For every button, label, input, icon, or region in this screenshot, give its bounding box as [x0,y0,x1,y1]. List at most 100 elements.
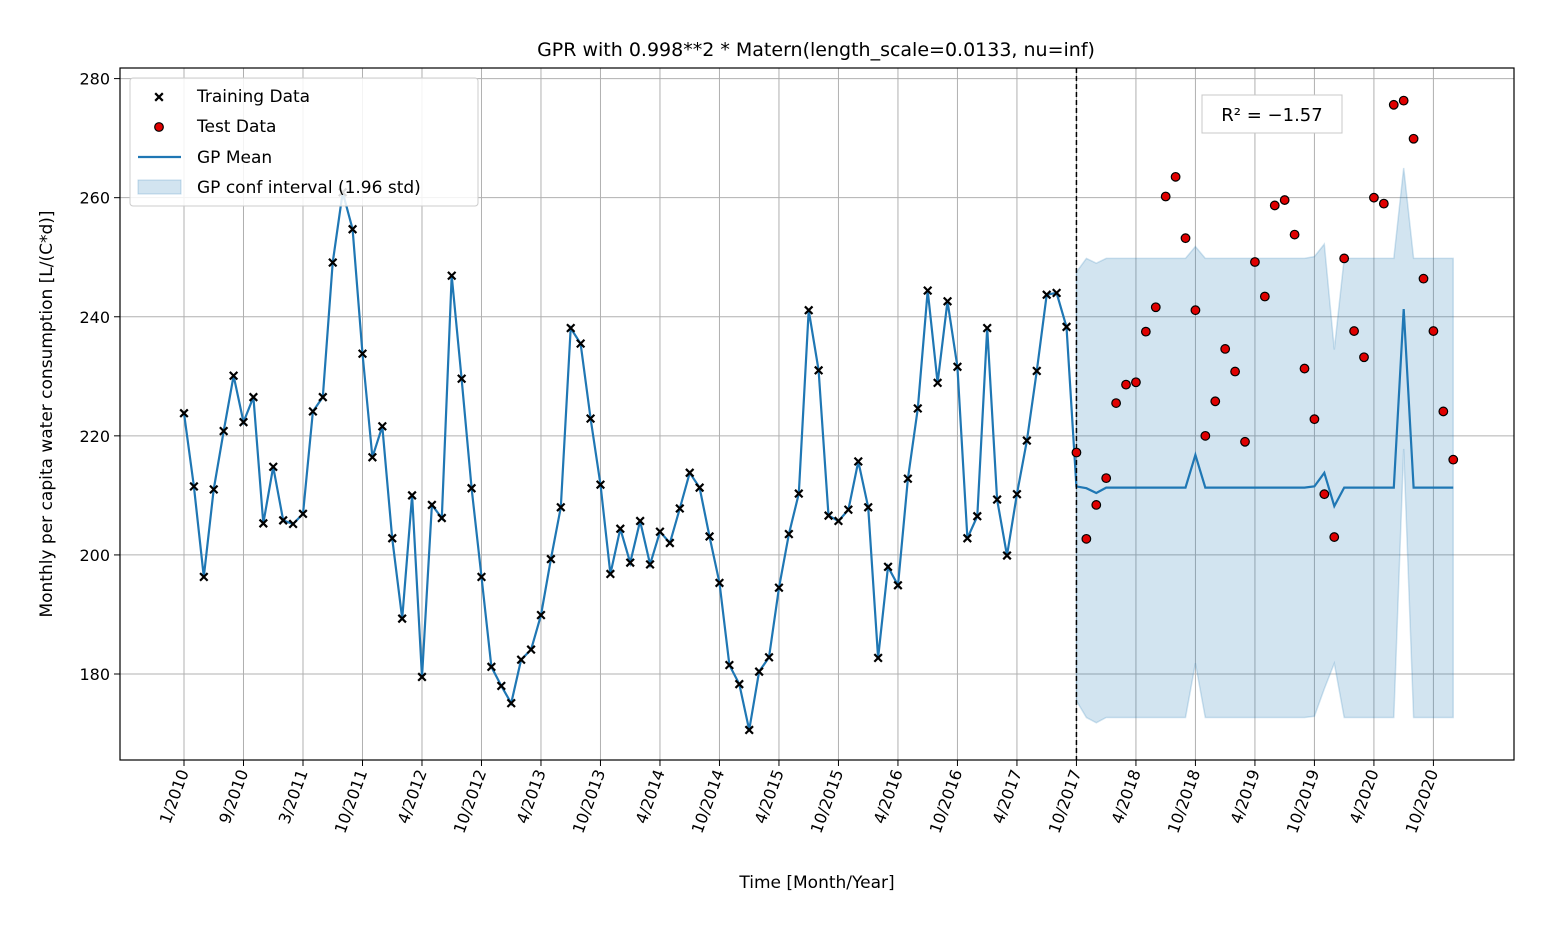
test-point [1418,273,1429,284]
test-point [1369,192,1379,203]
training-point [476,572,487,582]
gp-mean-lines [182,192,1454,731]
test-point [1428,326,1439,336]
training-point [665,538,675,548]
r2-box [1201,94,1343,134]
training-point [962,533,972,543]
training-point [258,518,268,528]
training-point [1061,322,1072,332]
legend-box [129,77,479,207]
test-point [1170,171,1181,182]
y-tick-label: 260 [79,189,110,208]
training-point [536,610,546,620]
training-point [526,645,536,655]
training-point [992,494,1002,505]
training-point [268,462,278,472]
y-axis-label: Monthly per capita water consumption [L/… [37,210,57,617]
training-point [1052,288,1062,298]
training-point [764,652,774,662]
data-markers [179,95,1459,735]
legend-label: Test Data [196,117,276,137]
training-point [734,679,744,689]
training-point [1042,290,1052,300]
confidence-band [1075,167,1454,724]
training-point [655,527,665,537]
test-point [1250,257,1260,267]
training-point [645,559,655,570]
training-point [427,500,437,510]
training-point [387,533,397,543]
test-point [1101,473,1112,484]
test-point [1121,379,1131,390]
training-point [823,511,834,521]
legend-label: GP Mean [197,148,272,168]
training-point [367,452,377,462]
training-point [209,484,219,495]
training-point [833,516,844,526]
training-point [377,421,387,431]
test-point [1269,200,1280,211]
legend-test-marker [154,122,164,132]
training-point [347,224,358,234]
training-point [357,349,368,359]
training-point [466,483,477,493]
test-point [1349,326,1359,336]
test-point [1071,447,1082,458]
training-point [1032,366,1042,376]
test-point [1339,253,1350,264]
training-point [982,323,992,333]
test-point [1111,398,1122,408]
training-point [675,503,685,514]
chart-title: GPR with 0.998**2 * Matern(length_scale=… [537,39,1095,61]
test-point [1309,414,1320,425]
training-point [615,524,625,534]
test-point [1319,489,1330,500]
training-point [516,655,526,665]
test-point [1131,377,1141,388]
plot-frame [119,67,1515,761]
training-point [576,338,586,349]
training-point [238,417,249,427]
test-point [1150,302,1161,313]
y-tick-label: 180 [79,665,110,684]
test-point [1438,406,1449,417]
training-point [585,413,596,424]
test-point [1448,454,1459,465]
training-point [1012,489,1022,499]
training-point [724,660,734,670]
training-point [972,511,982,521]
training-point [685,468,695,478]
legend-label: GP conf interval (1.96 std) [197,178,421,198]
training-point [814,365,824,375]
training-point [635,516,645,526]
training-point [486,662,496,672]
test-point [1210,396,1221,407]
test-point [1230,366,1240,377]
training-point [744,725,754,735]
training-point [447,271,457,281]
test-point [1378,198,1389,209]
training-point [863,502,873,512]
confidence-interval-band [1075,167,1454,724]
training-point [506,698,516,708]
y-tick-label: 280 [79,70,110,89]
training-point [546,554,556,564]
legend-training-marker [154,92,164,102]
y-tick-label: 200 [79,546,110,565]
training-point [417,672,427,682]
training-point [933,378,943,388]
test-point [1329,532,1340,542]
training-point [804,305,814,315]
legend-ci-swatch [137,179,182,195]
training-point [179,408,189,418]
training-point [219,426,229,436]
training-point [278,515,288,525]
training-point [695,483,705,493]
training-point [853,456,863,467]
training-point [1022,436,1032,446]
legend: Training Data Test Data GP Mean GP conf int… [129,77,479,207]
test-point [1160,191,1171,202]
training-point [913,403,923,414]
training-point [704,531,715,542]
